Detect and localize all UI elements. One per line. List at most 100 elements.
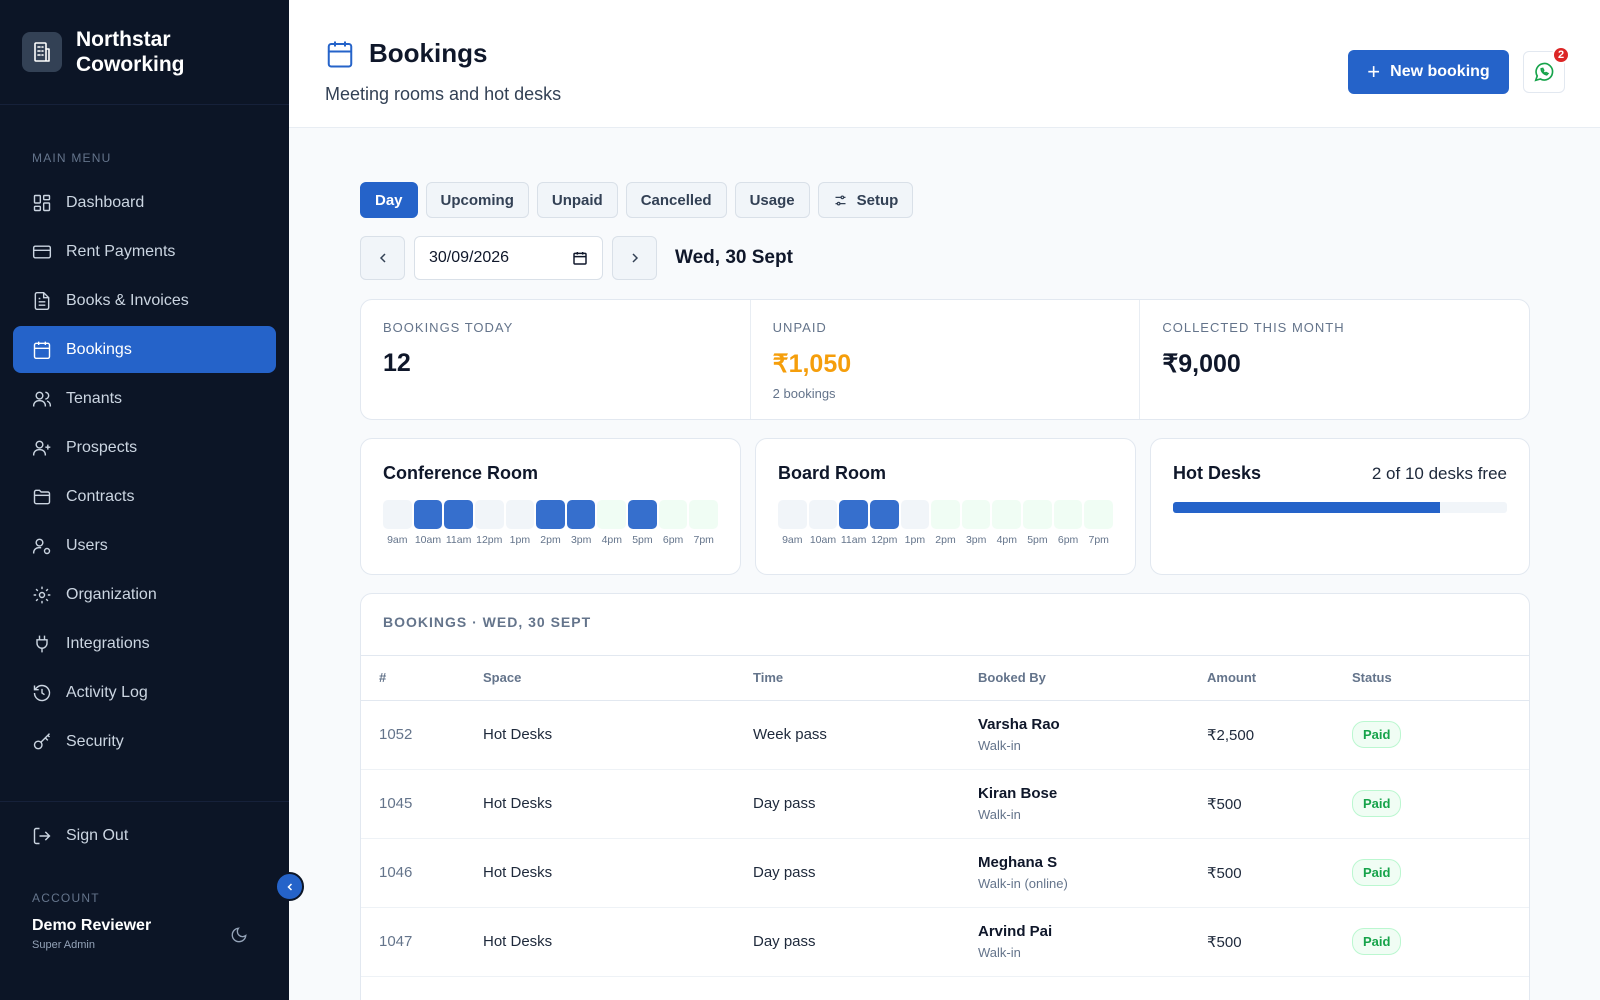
next-day-button[interactable] — [612, 236, 657, 280]
sidebar-item-label: Dashboard — [66, 193, 145, 211]
sign-out-label: Sign Out — [66, 826, 129, 844]
sliders-icon — [835, 195, 846, 205]
sidebar-item-integrations[interactable]: Integrations — [13, 620, 276, 667]
sidebar-footer: Sign Out ACCOUNT Demo Reviewer Super Adm… — [0, 801, 289, 951]
time-slot-free[interactable] — [1023, 500, 1052, 529]
slot-label: 12pm — [476, 534, 503, 546]
booked-by-source: Walk-in — [978, 807, 1021, 822]
whatsapp-button[interactable]: 2 — [1523, 46, 1570, 93]
sign-out-button[interactable]: Sign Out — [13, 812, 276, 859]
sidebar-item-label: Contracts — [66, 487, 135, 505]
column-header-booked-by[interactable]: Booked By — [978, 656, 1207, 701]
slot-label: 6pm — [662, 534, 684, 546]
conference-room-card[interactable]: Conference Room 9am 10am 11am 12pm 1pm 2pm 3pm… — [360, 438, 741, 575]
sidebar-item-organization[interactable]: Organization — [13, 571, 276, 618]
slot-label: 3pm — [570, 534, 592, 546]
table-row[interactable]: 1046 Hot Desks Day pass Meghana S Walk-in (o… — [361, 838, 1529, 908]
table-row[interactable]: Tanya Das — [361, 976, 1529, 1000]
sidebar-item-activity-log[interactable]: Activity Log — [13, 669, 276, 716]
previous-day-button[interactable] — [360, 236, 405, 280]
sidebar-item-security[interactable]: Security — [13, 718, 276, 765]
time-slot-booked[interactable] — [444, 500, 473, 529]
time-slot-booked[interactable] — [869, 500, 899, 529]
column-header-status[interactable]: Status — [1352, 656, 1529, 701]
stat-label: COLLECTED THIS MONTH — [1162, 320, 1345, 335]
time-slot-booked[interactable] — [839, 500, 868, 529]
time-slot-booked[interactable] — [536, 500, 565, 529]
board-room-card[interactable]: Board Room 9am 10am 11am 12pm 1pm 2pm 3pm 4pm 5p… — [755, 438, 1136, 575]
column-header-space[interactable]: Space — [483, 656, 753, 701]
time-slot-booked[interactable] — [413, 500, 443, 529]
time-slot-free[interactable] — [1084, 500, 1114, 529]
time-slot-past[interactable] — [900, 500, 930, 529]
tab-cancelled[interactable]: Cancelled — [625, 182, 727, 218]
new-booking-button[interactable]: + New booking — [1348, 50, 1509, 94]
hot-desks-card[interactable]: Hot Desks 2 of 10 desks free — [1150, 438, 1530, 575]
time-slot-past[interactable] — [505, 500, 535, 529]
time-slot-past[interactable] — [383, 500, 412, 529]
theme-toggle-button[interactable] — [230, 926, 248, 949]
page-subtitle: Meeting rooms and hot desks — [325, 84, 562, 104]
account-label: ACCOUNT — [32, 891, 100, 905]
calendar-icon — [33, 341, 51, 359]
time-slot-booked[interactable] — [566, 500, 596, 529]
tab-day[interactable]: Day — [360, 182, 418, 218]
slot-grid — [778, 500, 1114, 529]
sidebar-item-label: Books & Invoices — [66, 291, 189, 309]
stat-label: BOOKINGS TODAY — [383, 320, 514, 335]
sidebar-item-label: Activity Log — [66, 683, 148, 701]
sidebar-item-prospects[interactable]: Prospects — [13, 424, 276, 471]
calendar-picker-icon[interactable] — [572, 250, 588, 266]
column-header-amount[interactable]: Amount — [1207, 656, 1352, 701]
booking-id: 1046 — [361, 838, 483, 908]
booked-by-source: Walk-in (online) — [978, 876, 1068, 891]
tab-usage[interactable]: Usage — [734, 182, 810, 218]
tab-upcoming[interactable]: Upcoming — [425, 182, 529, 218]
booking-amount — [1207, 976, 1352, 1000]
time-slot-past[interactable] — [778, 500, 807, 529]
room-title: Conference Room — [383, 463, 539, 483]
tab-bar: Day Upcoming Unpaid Cancelled Usage Setu… — [360, 182, 1530, 218]
tab-setup[interactable]: Setup — [817, 182, 914, 218]
date-input[interactable]: 30/09/2026 — [414, 236, 603, 280]
slot-label: 2pm — [935, 534, 956, 546]
sidebar-item-bookings[interactable]: Bookings — [13, 326, 276, 373]
collapse-sidebar-button[interactable] — [275, 872, 304, 901]
time-slot-free[interactable] — [931, 500, 960, 529]
table-row[interactable]: 1045 Hot Desks Day pass Kiran Bose Walk-in ₹5… — [361, 769, 1529, 839]
sidebar-item-dashboard[interactable]: Dashboard — [13, 179, 276, 226]
time-slot-past[interactable] — [474, 500, 504, 529]
booked-by-cell: Kiran Bose Walk-in — [978, 769, 1207, 839]
time-slot-free[interactable] — [992, 500, 1022, 529]
slot-labels: 9am 10am 11am 12pm 1pm 2pm 3pm 4pm 5pm 6pm 7pm — [383, 534, 718, 546]
time-slot-free[interactable] — [1053, 500, 1083, 529]
tab-unpaid[interactable]: Unpaid — [536, 182, 618, 218]
bookings-table-card: BOOKINGS · WED, 30 SEPT # Space Time Boo… — [360, 593, 1530, 1000]
column-header-number[interactable]: # — [361, 656, 483, 701]
stat-value: 12 — [383, 349, 411, 377]
chevron-left-icon — [379, 253, 386, 263]
time-slot-booked[interactable] — [628, 500, 657, 529]
whatsapp-icon — [1534, 62, 1554, 82]
plug-icon — [36, 635, 48, 652]
time-slot-free[interactable] — [597, 500, 627, 529]
main-menu-label: MAIN MENU — [32, 151, 112, 165]
slot-grid — [383, 500, 719, 529]
table-row[interactable]: 1047 Hot Desks Day pass Arvind Pai Walk-in ₹5… — [361, 907, 1529, 977]
time-slot-free[interactable] — [689, 500, 719, 529]
table-row[interactable]: 1052 Hot Desks Week pass Varsha Rao Walk-in ₹… — [361, 700, 1529, 770]
sidebar-item-rent-payments[interactable]: Rent Payments — [13, 228, 276, 275]
column-header-time[interactable]: Time — [753, 656, 978, 701]
time-slot-free[interactable] — [658, 500, 688, 529]
time-slot-past[interactable] — [808, 500, 838, 529]
slot-label: 5pm — [632, 534, 653, 546]
sidebar-item-users[interactable]: Users — [13, 522, 276, 569]
selected-date-label: Wed, 30 Sept — [675, 247, 793, 268]
sidebar-item-contracts[interactable]: Contracts — [13, 473, 276, 520]
logout-icon — [33, 827, 51, 844]
sidebar-item-books-invoices[interactable]: Books & Invoices — [13, 277, 276, 324]
slot-label: 7pm — [1088, 534, 1109, 546]
time-slot-free[interactable] — [961, 500, 991, 529]
calendar-icon — [327, 41, 353, 67]
sidebar-item-tenants[interactable]: Tenants — [13, 375, 276, 422]
